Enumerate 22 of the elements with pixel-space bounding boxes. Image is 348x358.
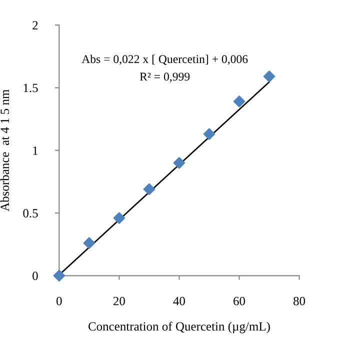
point	[113, 212, 126, 224]
x-tick-label: 40	[173, 296, 185, 306]
y-tick-label: 0.5	[23, 209, 38, 218]
x-tick-label: 60	[234, 296, 246, 306]
point	[263, 70, 276, 82]
point	[173, 157, 186, 169]
point	[203, 128, 216, 140]
point	[233, 96, 246, 108]
annotation: Abs = 0,022 x [ Quercetin] + 0,006	[82, 54, 248, 65]
point	[143, 183, 156, 196]
y-axis-title: Absorbance at 4 1 5 nm	[0, 89, 10, 212]
point	[83, 237, 96, 249]
y-tick-label: 1.5	[24, 84, 38, 92]
y-tick-label: 2	[32, 21, 38, 30]
x-tick-label: 20	[113, 296, 125, 306]
x-tick-label: 0	[56, 296, 62, 306]
y-tick-label: 0	[32, 272, 38, 280]
annotation: R² = 0,999	[140, 72, 190, 82]
y-tick-label: 1	[33, 146, 38, 155]
x-axis-title: Concentration of Quercetin (µg/mL)	[88, 322, 270, 334]
x-tick-label: 80	[294, 296, 306, 306]
point	[53, 270, 66, 282]
